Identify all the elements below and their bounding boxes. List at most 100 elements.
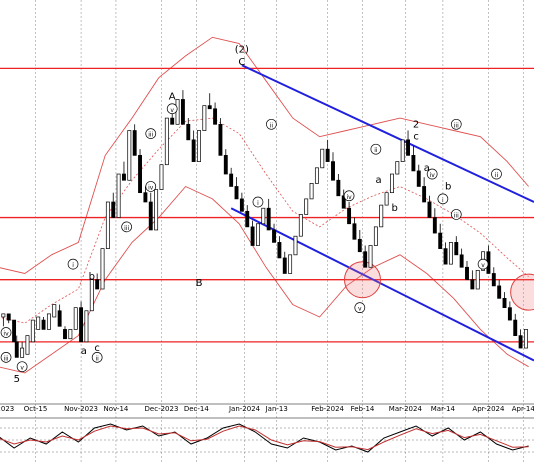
x-tick-label: Jan-2024 [228,405,261,413]
candle-body [202,105,207,131]
candle-body [79,307,84,343]
candle-body [475,270,480,290]
wave-label-circle [354,302,366,314]
candle-body [491,273,496,287]
wave-label: iii [124,225,129,232]
candle-body [256,223,260,246]
wave-label: iv [3,331,9,338]
candle-body [1,313,6,318]
candle-body [191,139,196,162]
wave-label-circle [477,258,489,270]
wave-label-circle [91,352,103,363]
candle-body [100,248,105,290]
candle-body [524,329,528,349]
candle-body [25,335,30,355]
candle-body [245,210,250,228]
candle-body [331,161,335,181]
wave-label-circle [145,181,157,192]
x-tick-label: Nov-2023 [64,405,98,413]
wave-label: iii [454,212,459,219]
wave-label-circle [426,168,438,180]
wave-label-circle [437,193,449,205]
candle-body [384,192,389,206]
wave-label: iii [4,355,9,362]
candle-body [336,179,341,197]
wave-label: B [196,278,203,289]
candle-body [250,226,255,246]
candle-body [282,257,287,274]
wave-label-circle [491,168,502,180]
candle-body [298,214,303,237]
candle-body [363,251,368,268]
candle-body [20,347,25,358]
wave-label-circle [266,118,277,130]
wave-label: i [442,197,444,204]
candle-body [143,192,148,203]
channel-line [230,207,534,362]
candle-body [148,201,153,231]
x-tick-label: Jan-13 [265,405,288,413]
x-tick-label: Nov-14 [103,405,128,413]
candle-body [293,235,298,256]
wave-label: iv [430,172,436,179]
wave-label: b [445,181,451,192]
candle-body [309,183,314,200]
candle-body [406,139,410,156]
candle-body [368,245,373,268]
candle-body [229,173,234,187]
candle-body [390,173,394,194]
middle-band [0,117,529,324]
wave-label: a [375,175,381,186]
wave-label: ii [95,355,99,362]
candle-body [46,313,51,330]
wave-label: ii [374,147,378,154]
candle-body [416,170,421,187]
candle-body [127,130,132,181]
wave-label-circle [0,352,12,363]
wave-label-circle [370,143,382,155]
wave-label: c [94,343,100,354]
wave-label-circle [145,128,157,139]
wave-label: i [72,262,74,269]
candle-body [154,189,159,231]
candle-body [357,238,362,253]
x-tick-label: Dec-2023 [145,405,179,413]
wave-label-circle [343,190,355,202]
wave-label-circle [450,209,462,220]
candle-body [218,123,223,156]
candle-body [347,207,352,225]
candle-body [239,198,244,212]
candle-body [513,319,518,336]
candle-body [438,232,443,249]
wave-label: b [89,272,95,283]
candle-body [213,108,218,125]
candle-body [223,155,228,175]
wave-label: i [257,200,259,207]
candle-body [502,297,507,309]
candle-body [12,319,17,343]
candle-body [373,226,378,246]
x-tick-label: Apr-14 [512,405,534,413]
candle-body [68,329,73,340]
wave-label: iv [148,184,154,191]
candle-body [116,173,121,218]
wave-label: v [481,262,485,269]
candle-body [30,319,35,343]
candle-body [84,310,89,343]
candle-body [197,130,201,162]
candle-body [186,123,191,141]
candle-body [507,307,512,321]
wave-label-circle [16,361,28,373]
wave-label: v [358,306,362,313]
x-tick-label: Dec-14 [184,405,210,413]
upper-band [0,36,529,274]
candle-body [164,117,169,166]
candle-body [320,148,325,169]
candle-body [89,279,94,312]
wave-label: iii [454,122,459,129]
candle-body [73,307,78,330]
candle-body [422,186,427,203]
wave-label-circle [67,258,79,270]
